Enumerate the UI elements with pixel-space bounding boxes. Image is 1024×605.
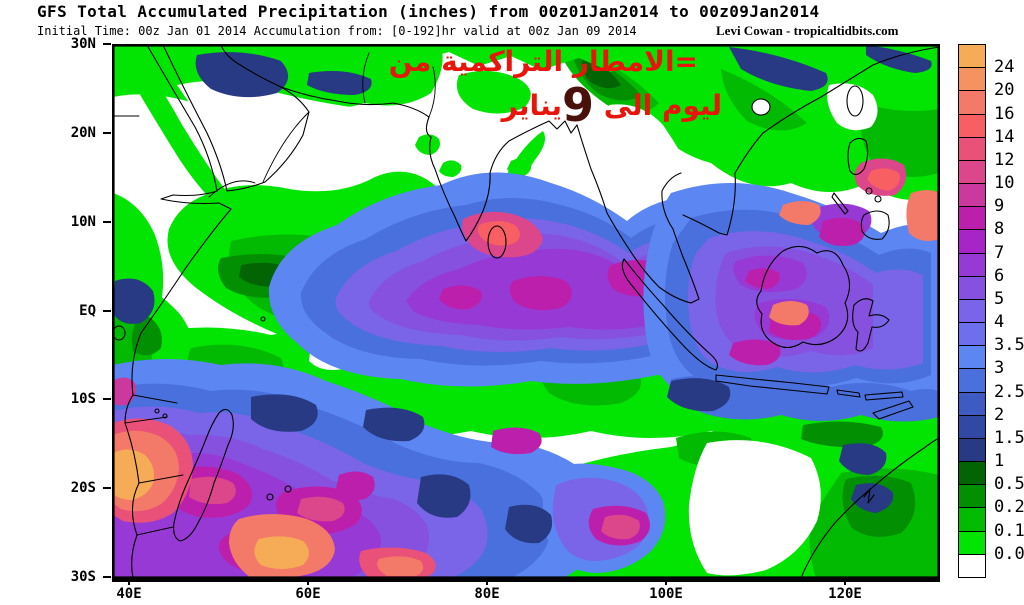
page-title: GFS Total Accumulated Precipitation (inc… bbox=[37, 2, 820, 21]
system-southwest bbox=[113, 359, 666, 578]
lon-tick bbox=[665, 578, 667, 585]
arabic-annotation-line1: =الامطار التراكمية من bbox=[389, 45, 698, 78]
annotation-text: يناير bbox=[501, 89, 563, 122]
arabic-annotation-line2: ليوم الى 9يناير bbox=[502, 82, 722, 128]
legend-color-box bbox=[958, 438, 986, 462]
credit-text: Levi Cowan - tropicaltidbits.com bbox=[716, 23, 899, 38]
lat-tick bbox=[103, 221, 111, 223]
legend-color-box bbox=[958, 206, 986, 230]
legend-threshold-label: 14 bbox=[994, 127, 1015, 147]
lat-tick bbox=[103, 43, 111, 45]
legend-threshold-label: 10 bbox=[994, 173, 1015, 193]
legend-threshold-label: 4 bbox=[994, 312, 1005, 332]
legend-color-box bbox=[958, 554, 986, 578]
init-time-subtitle: Initial Time: 00z Jan 01 2014 Accumulati… bbox=[37, 24, 637, 38]
legend-threshold-label: 3 bbox=[994, 358, 1005, 378]
lat-tick bbox=[103, 310, 111, 312]
annotation-text: ليوم الى bbox=[594, 89, 722, 122]
legend-color-box bbox=[958, 507, 986, 532]
annotation-number-9: 9 bbox=[562, 78, 595, 132]
lon-tick-label: 60E bbox=[295, 586, 321, 602]
legend-color-box bbox=[958, 415, 986, 439]
precip-map bbox=[113, 45, 939, 578]
longitude-axis: 40E 60E 80E 100E 120E bbox=[112, 578, 938, 604]
precip-color-scale: 24 20 16 14 12 10 9 8 7 6 5 4 3.5 3 2.5 2 1.5 1 0.5 0.25 0.1… bbox=[958, 44, 1024, 581]
legend-color-box bbox=[958, 531, 986, 555]
lat-tick-label: 20N bbox=[70, 125, 96, 141]
latitude-axis: 30N 20N 10N EQ 10S 20S 30S bbox=[0, 36, 112, 585]
legend-color-box bbox=[958, 299, 986, 323]
legend-color-box bbox=[958, 44, 986, 68]
legend-threshold-label: 6 bbox=[994, 266, 1005, 286]
legend-threshold-label: 20 bbox=[994, 80, 1015, 100]
legend-threshold-label: 5 bbox=[994, 289, 1005, 309]
legend-color-box bbox=[958, 114, 986, 138]
legend-color-box bbox=[958, 276, 986, 300]
legend-color-box bbox=[958, 183, 986, 207]
legend-threshold-label: 0.1 bbox=[994, 521, 1024, 541]
legend-color-box bbox=[958, 137, 986, 161]
legend-threshold-label: 1 bbox=[994, 451, 1005, 471]
legend-threshold-label: 0.25 bbox=[994, 497, 1024, 517]
lat-tick-label: 30N bbox=[70, 36, 96, 52]
coastlines bbox=[113, 45, 939, 578]
lat-tick-label: 10N bbox=[70, 214, 96, 230]
legend-color-box bbox=[958, 253, 986, 277]
annotation-text: =الامطار التراكمية من bbox=[388, 45, 698, 78]
legend-threshold-label: 2.5 bbox=[994, 382, 1024, 402]
legend-color-box bbox=[958, 322, 986, 346]
map-plot-area bbox=[112, 44, 940, 579]
legend-threshold-label: 1.5 bbox=[994, 428, 1024, 448]
lon-tick-label: 80E bbox=[474, 586, 500, 602]
lon-tick bbox=[307, 578, 309, 585]
lon-tick-label: 100E bbox=[649, 586, 683, 602]
lat-tick-label: 10S bbox=[70, 391, 96, 407]
legend-threshold-label: 8 bbox=[994, 219, 1005, 239]
lat-tick-label: EQ bbox=[79, 303, 96, 319]
legend-threshold-label: 16 bbox=[994, 104, 1015, 124]
legend-color-box bbox=[958, 484, 986, 508]
legend-color-box bbox=[958, 67, 986, 91]
legend-threshold-label: 7 bbox=[994, 243, 1005, 263]
legend-color-box bbox=[958, 160, 986, 184]
legend-color-box bbox=[958, 368, 986, 393]
map-frame bbox=[113, 45, 939, 578]
lon-tick bbox=[486, 578, 488, 585]
lon-tick bbox=[844, 578, 846, 585]
lat-tick bbox=[103, 398, 111, 400]
legend-threshold-label: 24 bbox=[994, 57, 1015, 77]
legend-threshold-label: 0.05 bbox=[994, 544, 1024, 564]
lat-tick bbox=[103, 132, 111, 134]
system-east bbox=[643, 158, 939, 422]
lon-tick bbox=[128, 578, 130, 585]
field-navy-accents bbox=[251, 378, 731, 544]
legend-threshold-label: 3.5 bbox=[994, 335, 1024, 355]
lat-tick-label: 30S bbox=[70, 569, 96, 585]
legend-threshold-label: 12 bbox=[994, 150, 1015, 170]
legend-color-box bbox=[958, 345, 986, 369]
bottom-axis-bar bbox=[112, 578, 940, 582]
legend-threshold-label: 9 bbox=[994, 196, 1005, 216]
lon-tick-label: 40E bbox=[116, 586, 142, 602]
legend-color-box bbox=[958, 461, 986, 485]
lon-tick-label: 120E bbox=[828, 586, 862, 602]
legend-threshold-label: 0.5 bbox=[994, 474, 1024, 494]
legend-color-box bbox=[958, 90, 986, 115]
lat-tick-label: 20S bbox=[70, 480, 96, 496]
lat-tick bbox=[103, 576, 111, 578]
legend-color-box bbox=[958, 392, 986, 416]
legend-color-box bbox=[958, 229, 986, 254]
lat-tick bbox=[103, 487, 111, 489]
legend-threshold-label: 2 bbox=[994, 405, 1005, 425]
